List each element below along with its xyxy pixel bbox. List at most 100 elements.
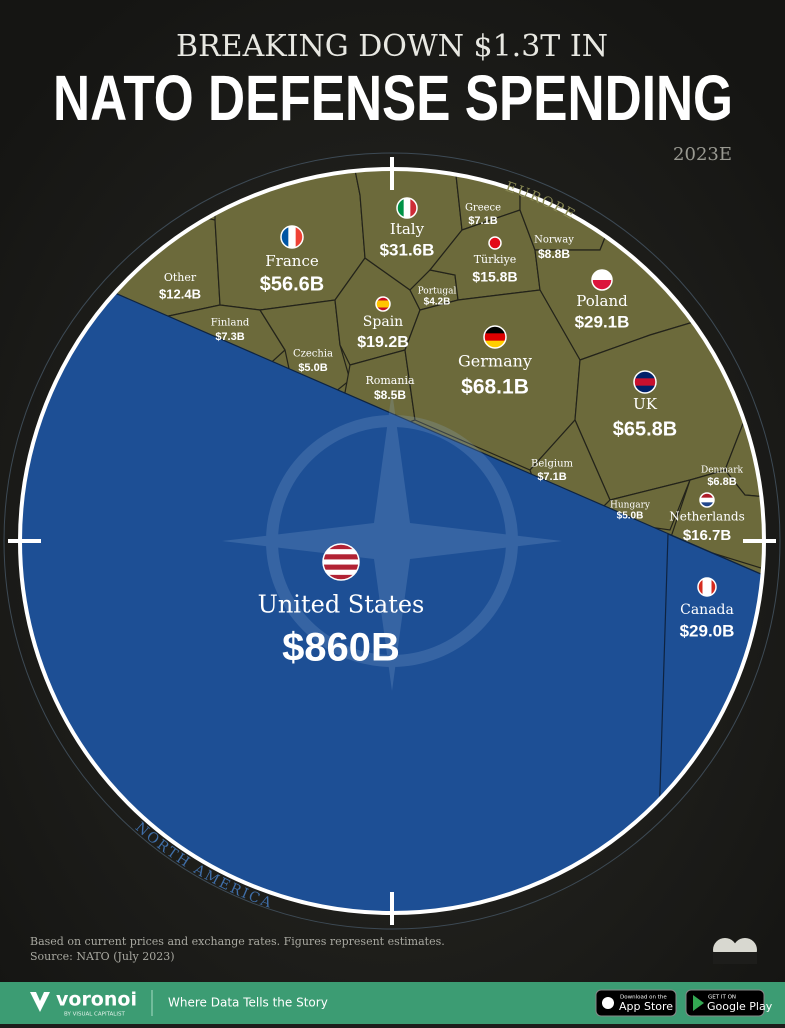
cell-value: $7.1B — [537, 471, 566, 483]
cell-value: $7.1B — [468, 215, 497, 227]
flag-stripe — [592, 280, 612, 290]
flag-stripe — [323, 554, 359, 560]
cell-value: $29.0B — [680, 621, 735, 640]
cell-name: United States — [258, 591, 425, 619]
app-store-badge[interactable] — [595, 989, 677, 1017]
flag — [592, 270, 612, 290]
flag-stripe — [634, 378, 656, 387]
flag-stripe — [410, 198, 417, 218]
badge-text: Download on the — [620, 995, 667, 1001]
flag-border — [697, 577, 717, 597]
flag — [700, 493, 714, 507]
flag-stripe — [376, 307, 390, 311]
flag-border — [591, 269, 613, 291]
flag-stripe — [700, 493, 714, 499]
cell-name: Italy — [390, 220, 425, 238]
vc-logo — [713, 938, 757, 964]
subtitle: 2023E — [673, 144, 732, 165]
apple-icon — [602, 997, 614, 1009]
flag-stripe — [711, 578, 716, 596]
flag-stripe — [397, 198, 405, 218]
flag-stripe — [295, 226, 303, 248]
cell-name: Türkiye — [474, 253, 517, 266]
flag-stripe — [484, 333, 506, 342]
flag-border — [483, 325, 507, 349]
flag-stripe — [288, 226, 297, 248]
brand-logo — [30, 992, 50, 1012]
flag-border — [488, 236, 502, 250]
flag-stripe — [323, 574, 359, 580]
cell-name: Finland — [211, 318, 250, 329]
flag — [634, 371, 656, 393]
cell-name: Netherlands — [669, 510, 745, 524]
flag-stripe — [323, 549, 359, 555]
cell-name: Germany — [458, 352, 532, 371]
cell-name: Portugal — [418, 287, 457, 297]
cell-value: $6.8B — [707, 476, 736, 488]
cell-name: UK — [633, 395, 658, 413]
flag-stripe — [698, 578, 703, 596]
cell-value: $29.1B — [575, 312, 630, 331]
cell-value: $5.0B — [298, 362, 327, 374]
flag — [484, 326, 506, 348]
flag — [489, 237, 501, 249]
flag-stripe — [403, 198, 411, 218]
google-play-badge[interactable] — [685, 989, 765, 1017]
flag-stripe — [376, 304, 390, 308]
cell-name: Denmark — [701, 466, 744, 476]
logo-part — [713, 952, 757, 964]
flag — [376, 297, 390, 311]
flag-border — [633, 370, 657, 394]
play-icon — [693, 995, 704, 1011]
flag-border — [280, 225, 304, 249]
cell — [20, 242, 764, 913]
flag-stripe — [634, 385, 656, 393]
cell-value: $4.2B — [424, 297, 451, 308]
cell-value: $8.8B — [538, 247, 570, 261]
cell-name: Czechia — [293, 349, 333, 360]
source: Source: NATO (July 2023) — [30, 950, 175, 963]
crosshair — [8, 157, 776, 925]
footnote: Based on current prices and exchange rat… — [30, 935, 445, 948]
cell-name: Hungary — [610, 501, 651, 511]
flag-stripe — [323, 559, 359, 566]
pretitle: BREAKING DOWN $1.3T IN — [176, 29, 608, 64]
compass-star — [222, 391, 562, 691]
cell-value: $860B — [282, 626, 400, 670]
cell-name: Greece — [465, 203, 501, 214]
flag-stripe — [376, 297, 390, 301]
flag — [281, 226, 303, 248]
cell-value: $56.6B — [260, 273, 325, 295]
flag-stripe — [700, 497, 714, 503]
cell-value: $15.8B — [472, 269, 517, 285]
cell-value: $68.1B — [461, 376, 529, 399]
cell-value: $7.3B — [215, 331, 244, 343]
cell-name: Canada — [680, 602, 734, 618]
flag-stripe — [634, 371, 656, 379]
cell-name: Belgium — [531, 459, 574, 470]
flag-stripe — [323, 564, 359, 571]
flag-stripe — [484, 340, 506, 348]
cell-name: Other — [164, 271, 197, 284]
flag-stripe — [376, 300, 390, 305]
cell-value: $8.5B — [374, 388, 406, 402]
flag-border — [396, 197, 418, 219]
chart-title: NATO DEFENSE SPENDING — [53, 62, 733, 134]
flag-stripe — [592, 270, 612, 281]
flag-stripe — [323, 544, 359, 550]
flag-border — [699, 492, 715, 508]
brand-byline: BY VISUAL CAPITALIST — [64, 1012, 125, 1018]
cell-name: Romania — [365, 374, 414, 387]
cell-value: $19.2B — [357, 334, 409, 351]
cell-name: France — [265, 252, 319, 270]
flag — [698, 578, 716, 596]
flag-stripe — [489, 237, 501, 249]
cell-name: Poland — [576, 292, 628, 310]
star — [222, 391, 562, 691]
voronoi-cells — [20, 169, 764, 913]
cell-value: $65.8B — [613, 418, 678, 440]
badge-text: Google Play — [707, 1000, 773, 1013]
outer-ring — [3, 152, 781, 930]
badge-text: GET IT ON — [708, 995, 736, 1001]
